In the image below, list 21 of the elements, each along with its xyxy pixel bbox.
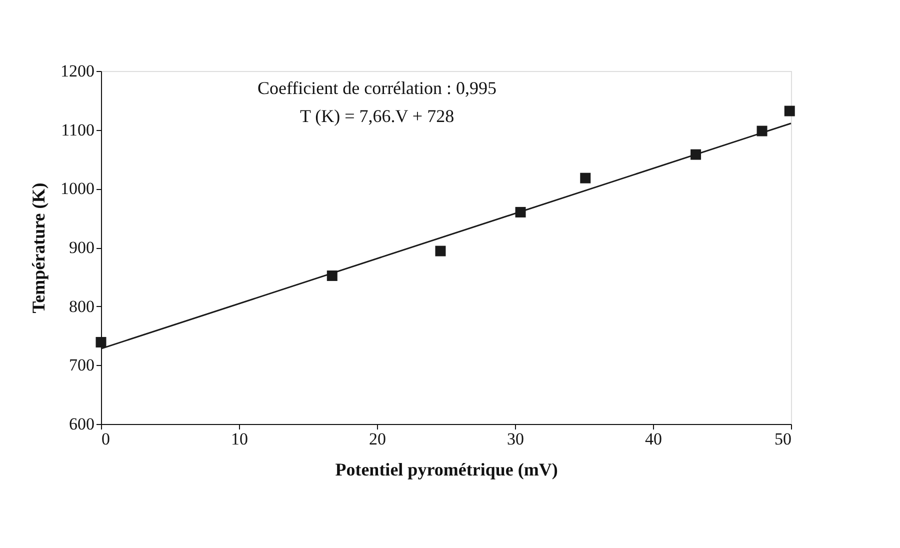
x-tick-label: 50 xyxy=(774,430,792,448)
y-tick-label: 600 xyxy=(69,414,94,434)
point xyxy=(96,336,106,348)
annotation: Coefficient de corrélation : 0,995 xyxy=(257,78,497,98)
y-tick-label: 900 xyxy=(69,238,94,257)
x-tick-label: 30 xyxy=(507,430,524,448)
y-tick-label: 1200 xyxy=(60,62,94,80)
y-tick-label: 700 xyxy=(69,356,94,375)
annotation: T (K) = 7,66.V + 728 xyxy=(300,106,454,126)
x-tick-label: 40 xyxy=(645,430,662,448)
y-tick-label: 800 xyxy=(69,296,94,316)
point xyxy=(784,106,795,116)
x-axis-title: Potentiel pyrométrique (mV) xyxy=(335,460,558,480)
y-axis-title: Température (K) xyxy=(28,182,48,314)
y-tick-label: 1000 xyxy=(60,179,94,198)
x-tick-label: 0 xyxy=(102,430,110,448)
y-tick-label: 1100 xyxy=(61,120,94,140)
point xyxy=(435,246,446,256)
point xyxy=(580,172,591,184)
x-tick-label: 20 xyxy=(369,430,386,448)
x-tick-label: 10 xyxy=(231,430,248,448)
